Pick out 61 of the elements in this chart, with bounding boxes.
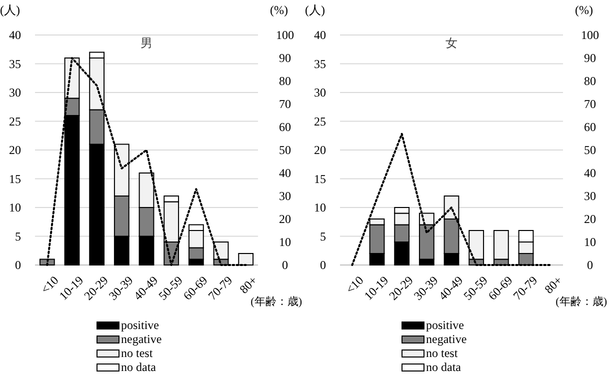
y2-tick-label: 60 (584, 120, 596, 134)
y2-tick-label: 30 (584, 189, 596, 204)
y-tick-label: 5 (320, 229, 326, 244)
y2-tick-label: 60 (279, 120, 291, 134)
y-tick-label: 30 (314, 86, 326, 100)
y2-tick-label: 40 (584, 166, 596, 180)
legend-label: no data (121, 360, 157, 374)
y-tick-label: 5 (15, 229, 21, 244)
y-tick-label: 25 (9, 114, 21, 128)
y-axis-title: (人) (305, 3, 325, 17)
x-tick-label: <10 (38, 273, 62, 296)
legend-label: no data (426, 360, 462, 374)
x-axis-title: (年齢：歳) (250, 295, 302, 308)
y2-tick-label: 20 (584, 212, 596, 226)
legend-label: negative (121, 332, 162, 346)
y2-tick-label: 40 (279, 166, 291, 180)
y-tick-label: 20 (9, 143, 21, 158)
y2-tick-label: 50 (279, 143, 291, 158)
legend-label: negative (426, 332, 467, 346)
y-axis-title: (人) (0, 3, 20, 17)
y-tick-label: 0 (15, 258, 21, 272)
y-tick-label: 35 (9, 56, 21, 71)
y-tick-label: 10 (314, 200, 326, 215)
y2-axis-title: (%) (575, 3, 593, 17)
y2-tick-label: 20 (279, 212, 291, 226)
y-tick-label: 0 (320, 258, 326, 272)
legend-label: positive (121, 318, 159, 332)
y-tick-label: 35 (314, 56, 326, 71)
chart-title: 女 (446, 36, 458, 50)
y2-tick-label: 0 (282, 258, 288, 272)
y2-tick-label: 90 (279, 51, 291, 66)
y2-tick-label: 80 (584, 74, 596, 88)
x-tick-label: 80+ (236, 273, 260, 296)
y-tick-label: 15 (9, 172, 21, 186)
chart-title: 男 (140, 36, 152, 50)
legend-label: no test (121, 346, 154, 360)
y2-tick-label: 30 (279, 189, 291, 204)
y-tick-label: 40 (314, 28, 326, 42)
y-tick-label: 25 (314, 114, 326, 128)
y2-tick-label: 50 (584, 143, 596, 158)
y2-tick-label: 10 (279, 235, 291, 250)
y-tick-label: 15 (314, 172, 326, 186)
x-tick-label: <10 (343, 273, 366, 296)
y2-tick-label: 0 (587, 258, 593, 272)
y-tick-label: 30 (9, 86, 21, 100)
y2-tick-label: 70 (584, 97, 596, 112)
y2-tick-label: 100 (581, 28, 599, 42)
y-tick-label: 10 (9, 200, 21, 215)
legend-label: positive (426, 318, 464, 332)
y2-tick-label: 70 (279, 97, 291, 112)
y-tick-label: 20 (314, 143, 326, 158)
y2-tick-label: 10 (584, 235, 596, 250)
y-tick-label: 40 (9, 28, 21, 42)
x-axis-title: (年齢：歳) (556, 295, 608, 308)
y2-axis-title: (%) (270, 3, 288, 17)
y2-tick-label: 90 (584, 51, 596, 66)
legend-label: no test (426, 346, 458, 360)
y2-tick-label: 100 (276, 28, 294, 42)
x-tick-label: 80+ (542, 273, 566, 296)
line-series (351, 132, 552, 266)
y2-tick-label: 80 (279, 74, 291, 88)
